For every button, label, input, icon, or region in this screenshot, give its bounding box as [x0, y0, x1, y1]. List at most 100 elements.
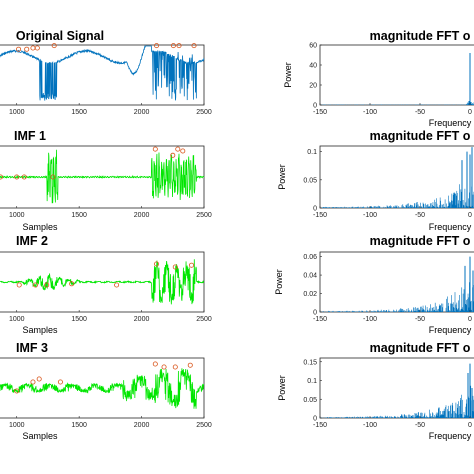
title-imf-2: IMF 2	[16, 234, 48, 248]
signal-line	[0, 259, 205, 305]
y-tick-label: 0.1	[307, 149, 317, 156]
peak-marker	[187, 362, 193, 368]
xlabel-frequency: Frequency	[429, 222, 472, 232]
y-tick-label: 20	[309, 83, 317, 90]
peak-marker	[14, 174, 20, 180]
title-fft-imf-3: magnitude FFT o	[370, 341, 471, 355]
y-tick-label: 0	[313, 103, 317, 110]
y-tick-label: 0	[313, 206, 317, 213]
x-tick-label: 2500	[196, 422, 212, 429]
x-tick-label: 2000	[134, 422, 150, 429]
x-tick-label: 1000	[9, 212, 25, 219]
signal-line	[0, 368, 205, 409]
peak-marker	[34, 45, 40, 51]
signal-line	[0, 149, 205, 204]
x-tick-label: -150	[313, 212, 327, 219]
panel-imf-3: IMF 3 1000 1500 2000 2500 Samples	[0, 341, 212, 441]
y-tick-label: 0.02	[303, 291, 317, 298]
peak-marker	[24, 46, 30, 52]
x-tick-label: 2500	[196, 109, 212, 116]
x-tick-label: 1500	[71, 212, 87, 219]
ylabel-power: Power	[277, 164, 287, 190]
panel-fft-imf-3: magnitude FFT o -150 -100 -50 0 0 0.05 0.1 0.15…	[277, 341, 474, 441]
plot-area	[319, 44, 474, 106]
x-tick-label: 0	[468, 109, 472, 116]
x-tick-label: -50	[415, 109, 425, 116]
title-fft-original: magnitude FFT o	[370, 29, 471, 43]
x-tick-label: 2000	[134, 212, 150, 219]
peak-marker	[50, 174, 56, 180]
title-original-signal: Original Signal	[16, 29, 104, 43]
peak-marker	[191, 43, 197, 49]
y-tick-label: 0.1	[307, 378, 317, 385]
x-tick-label: 0	[468, 422, 472, 429]
plot-area	[319, 251, 474, 313]
x-tick-label: -50	[415, 422, 425, 429]
y-tick-label: 0.15	[303, 359, 317, 366]
x-tick-label: 2500	[196, 212, 212, 219]
x-tick-label: -150	[313, 316, 327, 323]
x-tick-label: 2500	[196, 316, 212, 323]
signal-line	[0, 45, 205, 101]
peak-marker	[175, 146, 181, 152]
y-tick-label: 40	[309, 63, 317, 70]
peak-marker	[114, 282, 120, 288]
peak-marker	[0, 174, 3, 180]
title-imf-3: IMF 3	[16, 341, 48, 355]
peak-marker	[172, 364, 178, 370]
x-tick-label: -150	[313, 422, 327, 429]
peak-marker	[32, 282, 38, 288]
x-tick-label: 1500	[71, 316, 87, 323]
panel-fft-original: magnitude FFT o -150 -100 -50 0 0 20 40 60 Powe…	[283, 29, 474, 128]
x-tick-label: 0	[468, 316, 472, 323]
ylabel-power: Power	[283, 62, 293, 88]
peak-marker	[152, 146, 158, 152]
panel-fft-imf-2: magnitude FFT o -150 -100 -50 0 0 0.02 0.04 0.0…	[274, 234, 474, 335]
x-tick-label: 1000	[9, 422, 25, 429]
x-tick-label: 1500	[71, 109, 87, 116]
x-tick-label: -50	[415, 316, 425, 323]
x-tick-label: 1500	[71, 422, 87, 429]
peak-marker	[21, 174, 27, 180]
peak-marker	[57, 379, 63, 385]
peak-marker	[172, 264, 178, 270]
peak-marker	[14, 388, 20, 394]
peak-marker	[161, 364, 167, 370]
panel-original-signal: Original Signal 1000 1500 2000 2500	[0, 29, 212, 116]
title-fft-imf-1: magnitude FFT o	[370, 129, 471, 143]
x-tick-label: 2000	[134, 316, 150, 323]
ylabel-power: Power	[274, 269, 284, 295]
peak-marker	[152, 361, 158, 367]
y-tick-label: 0.05	[303, 177, 317, 184]
peak-marker	[16, 282, 22, 288]
peak-marker	[170, 43, 176, 49]
title-imf-1: IMF 1	[14, 129, 46, 143]
peak-marker	[36, 376, 42, 382]
xlabel-samples: Samples	[22, 431, 58, 441]
y-tick-label: 0	[313, 310, 317, 317]
peak-marker	[30, 379, 36, 385]
xlabel-frequency: Frequency	[429, 431, 472, 441]
title-fft-imf-2: magnitude FFT o	[370, 234, 471, 248]
peak-marker	[154, 43, 160, 49]
x-tick-label: -150	[313, 109, 327, 116]
plot-area	[319, 145, 474, 209]
y-tick-label: 0.05	[303, 397, 317, 404]
panel-imf-2: IMF 2 1000 1500 2000 2500 Samples	[0, 234, 212, 335]
xlabel-samples: Samples	[22, 325, 58, 335]
y-tick-label: 0.04	[303, 273, 317, 280]
xlabel-frequency: Frequency	[429, 325, 472, 335]
y-tick-label: 0	[313, 416, 317, 423]
x-tick-label: -100	[363, 316, 377, 323]
x-tick-label: 2000	[134, 109, 150, 116]
peak-marker	[16, 46, 22, 52]
x-tick-label: -100	[363, 212, 377, 219]
x-tick-label: 1000	[9, 316, 25, 323]
x-tick-label: -100	[363, 109, 377, 116]
xlabel-frequency: Frequency	[429, 118, 472, 128]
y-tick-label: 0.06	[303, 254, 317, 261]
x-tick-label: 0	[468, 212, 472, 219]
xlabel-samples: Samples	[22, 222, 58, 232]
peak-marker	[180, 148, 186, 154]
